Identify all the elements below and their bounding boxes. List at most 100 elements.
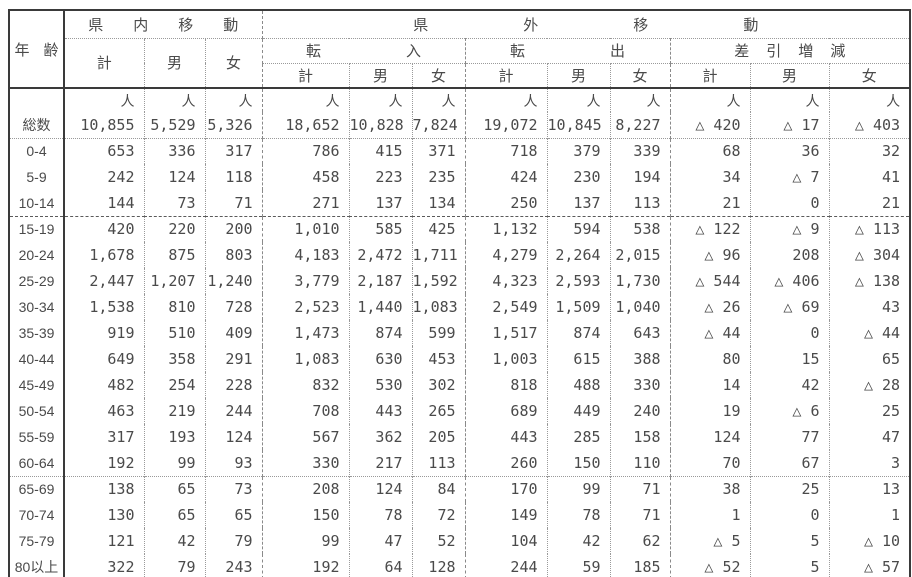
value-cell: 19,072 (464, 112, 548, 138)
value-cell: 42 (546, 528, 611, 554)
value-cell: 260 (464, 450, 548, 476)
value-cell: 137 (546, 190, 611, 216)
value-cell: 530 (348, 372, 413, 398)
value-cell: △ 10 (828, 528, 911, 554)
value-cell: 1,240 (204, 268, 263, 294)
value-cell: 84 (411, 476, 466, 502)
value-cell: 124 (348, 476, 413, 502)
value-cell: 130 (107, 506, 135, 524)
subcol-header: 男 (749, 63, 830, 89)
value-cell: 302 (411, 372, 466, 398)
table-row: 55-59 317 193 124 567 362 205 443 285 158 124 77 47 (9, 424, 911, 450)
value-cell: 510 (143, 320, 205, 346)
value-cell: 99 (261, 528, 350, 554)
value-cell: 185 (609, 554, 671, 577)
value-cell: 65 (143, 502, 205, 528)
value-cell: 41 (828, 164, 911, 190)
value-cell: 42 (749, 372, 830, 398)
value-cell: 1,440 (348, 294, 413, 320)
value-cell: 149 (464, 502, 548, 528)
value-cell: 244 (204, 398, 263, 424)
value-cell: △ 6 (749, 398, 830, 424)
value-cell: 538 (609, 216, 671, 242)
value-cell: 79 (143, 554, 205, 577)
value-cell: 424 (464, 164, 548, 190)
value-cell: 42 (143, 528, 205, 554)
row-group: 15-19 420 220 200 1,010 585 425 1,132 594 538 △ 12… (9, 216, 911, 476)
value-cell: 19 (669, 398, 751, 424)
unit-cell: 人 (669, 88, 751, 112)
value-cell: 420 (107, 220, 135, 239)
value-cell: 5,326 (204, 112, 263, 138)
value-cell: 1,040 (609, 294, 671, 320)
out-migration-label: 転出 (510, 43, 626, 60)
value-cell: 265 (411, 398, 466, 424)
value-cell: 317 (107, 428, 135, 446)
value-cell: 362 (348, 424, 413, 450)
value-cell: 599 (411, 320, 466, 346)
subcolumn-header-row: 計男女計男女計男女 (9, 63, 911, 89)
table-row: 35-39 919 510 409 1,473 874 599 1,517 874 643 △ 44… (9, 320, 911, 346)
value-cell: 718 (464, 138, 548, 164)
value-cell: 65 (828, 346, 911, 372)
age-label: 55-59 (9, 424, 65, 450)
value-cell: 832 (261, 372, 350, 398)
value-cell: 371 (411, 138, 466, 164)
value-cell: 594 (546, 216, 611, 242)
value-cell: 1,083 (261, 346, 350, 372)
value-cell: 649 (107, 350, 135, 368)
subcol-header: 女 (609, 63, 671, 89)
unit-cell: 人 (609, 88, 671, 112)
value-cell: 1,207 (143, 268, 205, 294)
value-cell: 7,824 (411, 112, 466, 138)
age-label: 80以上 (9, 554, 65, 577)
value-cell: 65 (143, 476, 205, 502)
value-cell: 128 (411, 554, 466, 577)
table-header: 年齢 県内移動 県外移動 計 男 女 転入 転出 (9, 10, 911, 112)
value-cell: 99 (143, 450, 205, 476)
value-cell: 1,517 (464, 320, 548, 346)
migration-by-age-table: 年齢 県内移動 県外移動 計 男 女 転入 転出 (8, 9, 912, 577)
value-cell: 919 (107, 324, 135, 342)
value-cell: 0 (749, 190, 830, 216)
value-cell: 71 (609, 476, 671, 502)
value-cell: 10,845 (546, 112, 611, 138)
age-label: 40-44 (9, 346, 65, 372)
value-cell: 47 (348, 528, 413, 554)
subcol-header: 計 (261, 63, 350, 89)
value-cell: 137 (348, 190, 413, 216)
age-label: 35-39 (9, 320, 65, 346)
value-cell: 1,132 (464, 216, 548, 242)
value-cell: 194 (609, 164, 671, 190)
value-cell: 52 (411, 528, 466, 554)
value-cell: 449 (546, 398, 611, 424)
value-cell: 458 (261, 164, 350, 190)
value-cell: 615 (546, 346, 611, 372)
unit-cell: 人 (143, 88, 205, 112)
value-cell: 32 (828, 138, 911, 164)
age-label: 30-34 (9, 294, 65, 320)
value-cell: 1,678 (89, 246, 135, 264)
age-label: 10-14 (9, 190, 65, 216)
value-cell: 193 (143, 424, 205, 450)
intra-prefecture-section-header: 県内移動 (64, 10, 263, 39)
value-cell: 208 (749, 242, 830, 268)
value-cell: 1,509 (546, 294, 611, 320)
subcol-header: 女 (828, 63, 911, 89)
value-cell: 62 (609, 528, 671, 554)
subcol-header: 男 (546, 63, 611, 89)
value-cell: 14 (669, 372, 751, 398)
table-row: 75-79 121 42 79 99 47 52 104 42 62 △ 5 5 △ 10 (9, 528, 911, 554)
value-cell: 322 (107, 557, 135, 576)
value-cell: 443 (348, 398, 413, 424)
value-cell: 317 (204, 138, 263, 164)
value-cell: 80 (669, 346, 751, 372)
value-cell: 21 (669, 190, 751, 216)
in-migration-label: 転入 (306, 43, 422, 60)
value-cell: 5 (749, 528, 830, 554)
value-cell: 124 (143, 164, 205, 190)
row-group: 0-4 653 336 317 786 415 371 718 379 339 68 36 32 5-9 2… (9, 138, 911, 216)
age-label: 75-79 (9, 528, 65, 554)
value-cell: 220 (143, 216, 205, 242)
value-cell: 482 (107, 376, 135, 394)
